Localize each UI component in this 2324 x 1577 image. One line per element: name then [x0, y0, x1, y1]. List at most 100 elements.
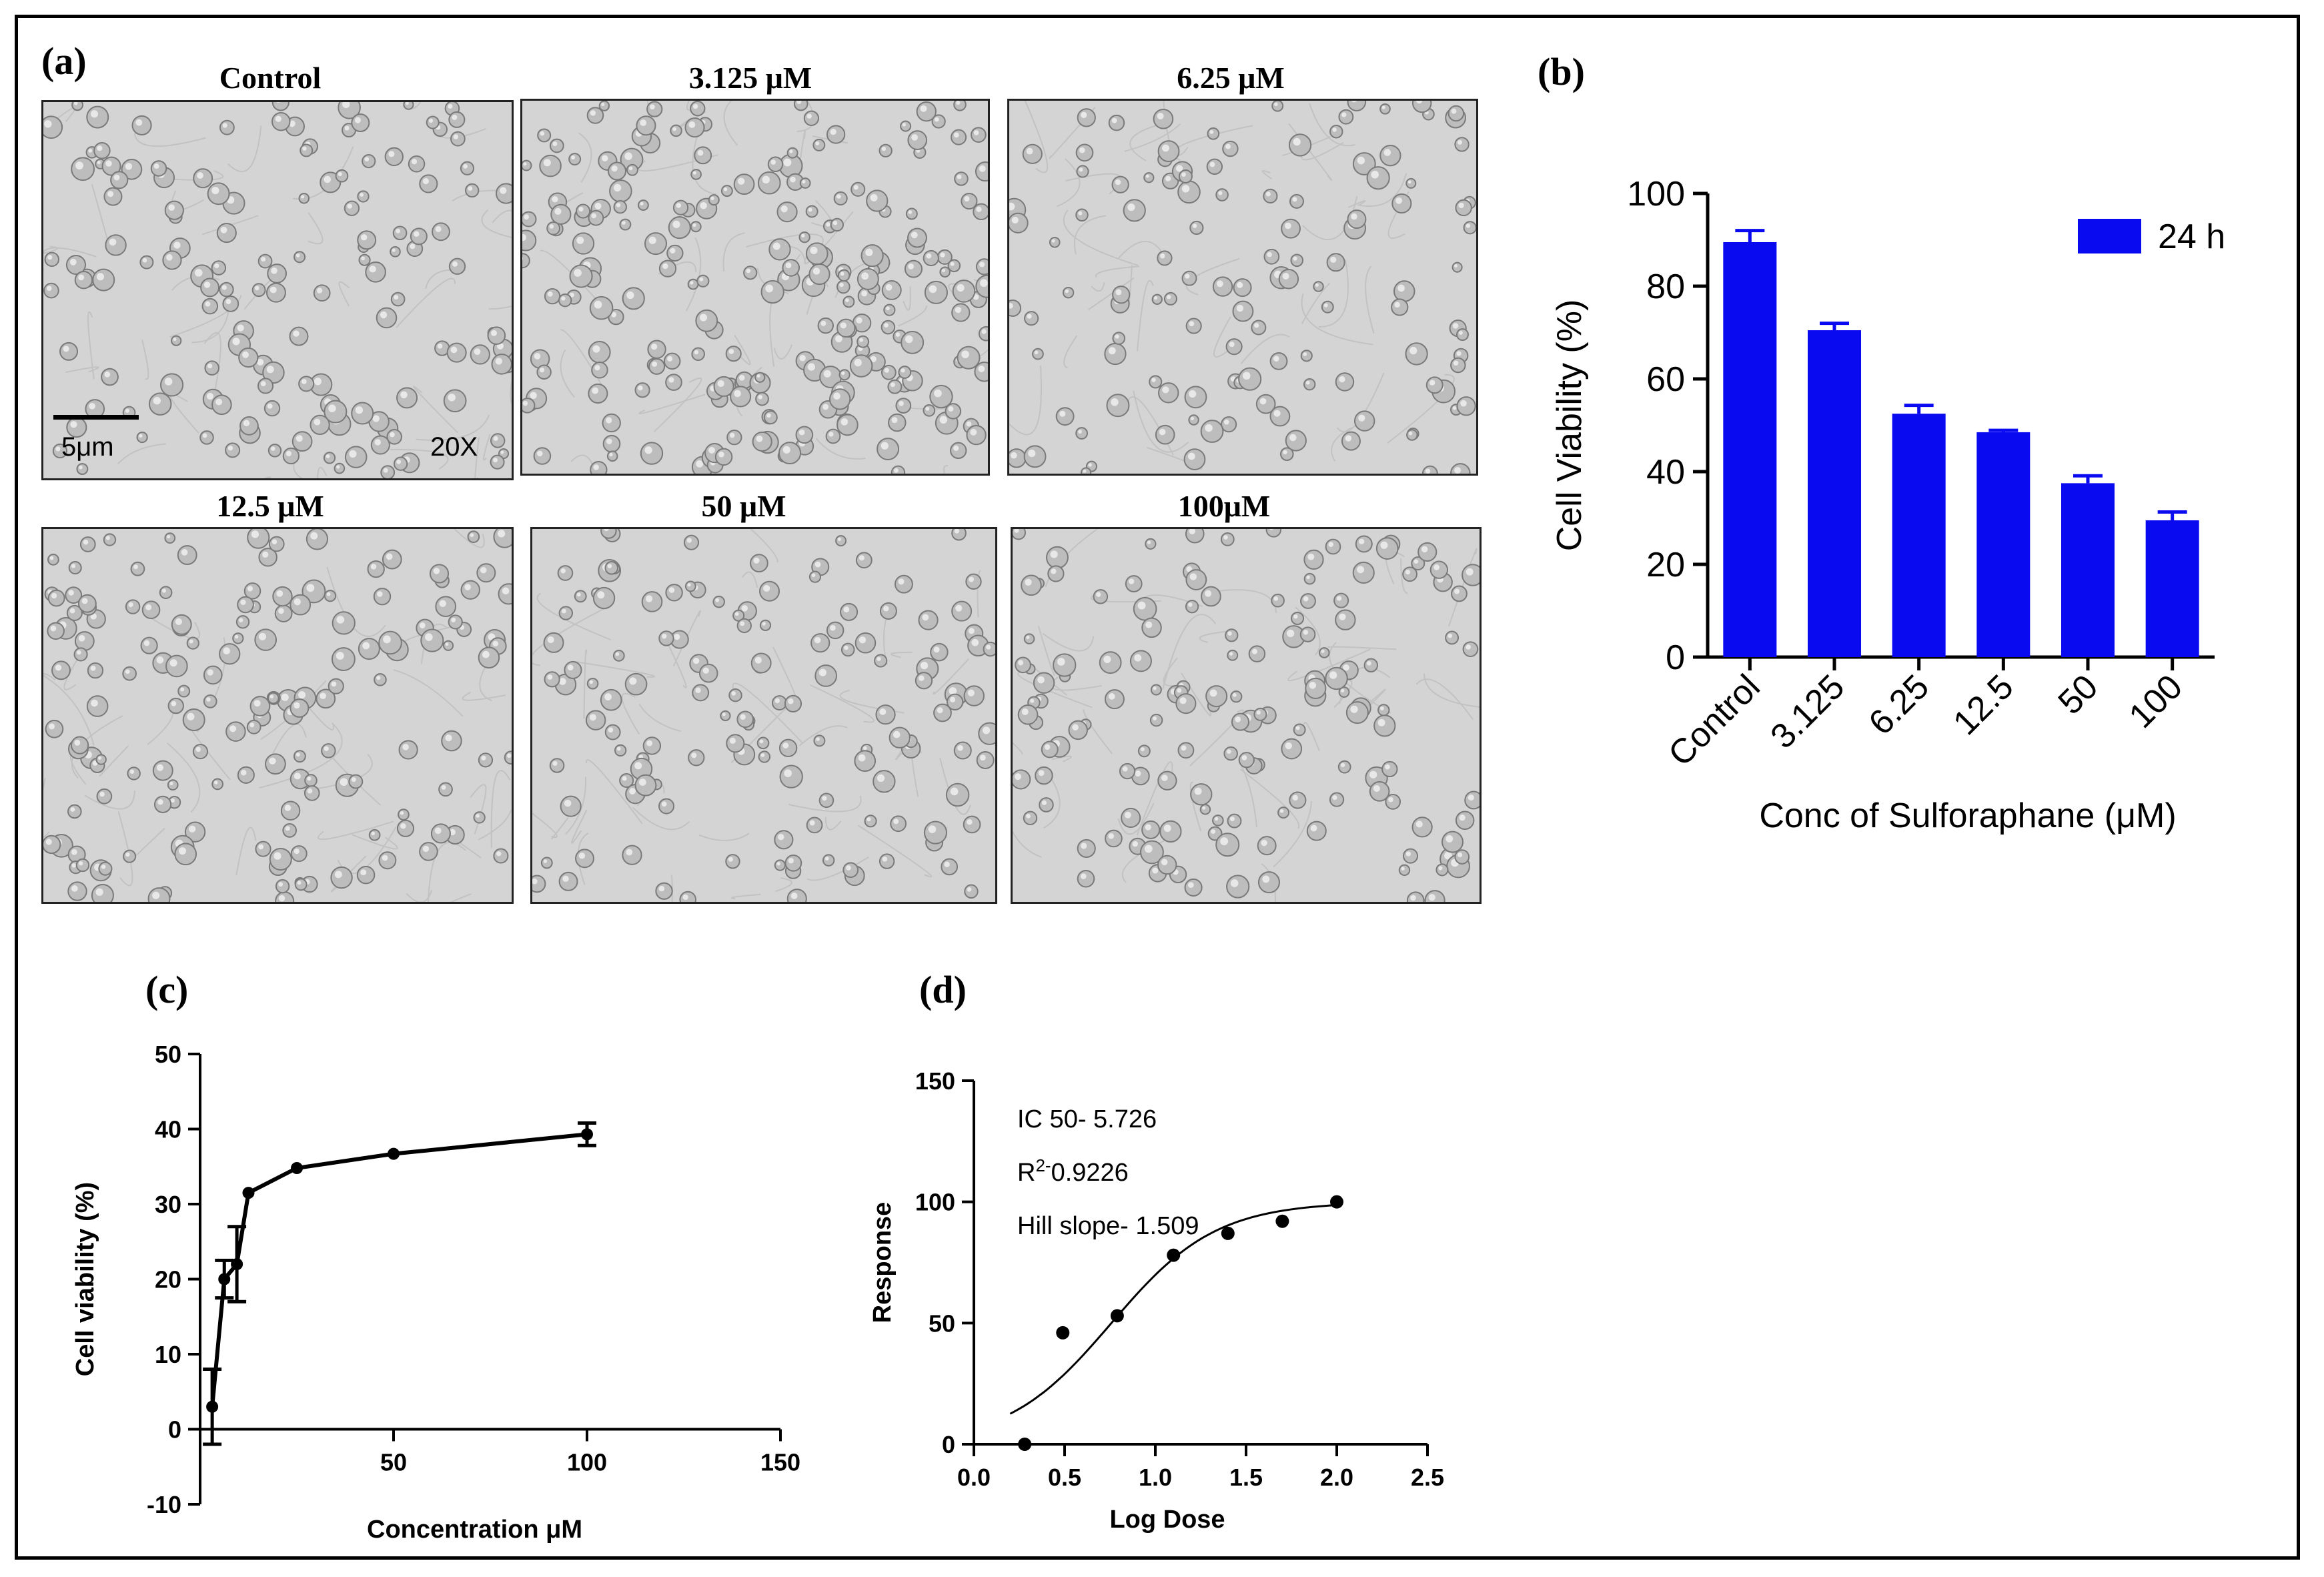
micrograph-cell-highlight	[1454, 467, 1462, 474]
micrograph-cell	[1177, 180, 1201, 204]
micrograph-fiber	[352, 834, 398, 850]
micrograph-cell	[86, 105, 109, 129]
micrograph-cell	[779, 764, 803, 788]
micrograph-cell-highlight	[1157, 112, 1164, 120]
micrograph-cell-highlight	[578, 207, 584, 212]
micrograph-cell	[1455, 199, 1472, 217]
micrograph-cell	[247, 529, 270, 549]
micrograph-cell	[235, 615, 250, 629]
micrograph-cell	[1023, 811, 1038, 826]
micrograph-title-3-125: 3.125 μM	[688, 61, 812, 95]
micrograph-cell	[131, 115, 152, 135]
micrograph-cell	[855, 552, 873, 569]
micrograph-cell-highlight	[1225, 143, 1231, 149]
micrograph-cell-highlight	[957, 744, 963, 751]
micrograph-cell	[177, 545, 197, 566]
micrograph-cell-highlight	[1350, 705, 1358, 713]
micrograph-cell	[856, 268, 879, 290]
micrograph-cell-highlight	[1339, 376, 1345, 383]
micrograph-cell-highlight	[812, 268, 820, 275]
micrograph-cell-highlight	[911, 134, 918, 141]
micrograph-cell	[1121, 807, 1141, 829]
micrograph-cell	[1337, 760, 1351, 774]
micrograph-cell-highlight	[788, 858, 794, 864]
micrograph-cell-highlight	[1445, 835, 1454, 843]
micrograph-cell	[622, 845, 642, 865]
micrograph-fiber	[43, 672, 56, 681]
micrograph-cell	[608, 161, 627, 181]
micrograph-cell	[726, 430, 742, 446]
micrograph-cell	[249, 696, 271, 716]
micrograph-cell	[879, 602, 897, 620]
micrograph-cell-highlight	[1152, 867, 1159, 874]
micrograph-cell-highlight	[470, 533, 474, 538]
micrograph-cell	[592, 586, 616, 610]
micrograph-cell	[328, 678, 344, 694]
micrograph-cell-highlight	[480, 566, 487, 574]
micrograph-cell-highlight	[129, 769, 135, 774]
micrograph-cell-highlight	[125, 852, 130, 857]
micrograph-title-6-25: 6.25 μM	[1177, 61, 1285, 95]
micrograph-cell-highlight	[674, 634, 680, 640]
micrograph-cell-highlight	[760, 753, 765, 757]
micrograph-cell-highlight	[1401, 867, 1405, 871]
micrograph-cell-highlight	[832, 220, 838, 225]
micrograph-cell-highlight	[1187, 882, 1194, 889]
micrograph-fiber	[1347, 200, 1366, 208]
micrograph-cell-highlight	[883, 606, 889, 612]
micrograph-cell-highlight	[316, 288, 323, 294]
micrograph-cell-highlight	[1179, 697, 1187, 704]
micrograph-cell-highlight	[954, 529, 960, 534]
micrograph-cell	[1306, 821, 1327, 841]
micrograph-cell	[1133, 596, 1157, 621]
micrograph-cell-highlight	[672, 127, 676, 131]
micrograph-cell-highlight	[125, 408, 129, 413]
micrograph-fiber	[1051, 755, 1072, 762]
micrograph-cell-highlight	[802, 179, 806, 183]
micrograph-cell-highlight	[905, 335, 913, 344]
micrograph-cell	[1201, 586, 1221, 607]
micrograph-cell	[298, 193, 310, 204]
micrograph-cell	[1205, 685, 1228, 708]
x-tick-label: 12.5	[1946, 667, 2021, 742]
micrograph-cell-highlight	[1227, 631, 1232, 636]
micrograph-cell	[733, 173, 755, 195]
micrograph-cell-highlight	[1028, 450, 1036, 458]
micrograph-cell-highlight	[1385, 764, 1390, 770]
micrograph-cell	[272, 586, 293, 607]
micrograph-cell-highlight	[271, 267, 277, 274]
micrograph-cell	[267, 444, 282, 458]
micrograph-cell	[957, 346, 981, 370]
micrograph-cell	[666, 244, 684, 262]
micrograph-cell	[373, 587, 392, 606]
micrograph-cell-highlight	[522, 400, 528, 406]
micrograph-cell-highlight	[981, 329, 987, 334]
micrograph-cell	[1023, 633, 1035, 644]
micrograph-cell-highlight	[377, 591, 383, 597]
micrograph-cell-highlight	[70, 807, 75, 812]
micrograph-cell	[140, 636, 158, 654]
micrograph-cell-highlight	[746, 268, 751, 274]
micrograph-cell	[392, 225, 408, 241]
magnification-label: 20X	[430, 432, 478, 462]
micrograph-cell	[476, 563, 496, 583]
micrograph-cell	[1329, 792, 1345, 807]
micrograph-fiber	[169, 393, 199, 434]
micrograph-cell	[1299, 626, 1316, 642]
micrograph-cell	[165, 654, 188, 678]
micrograph-cell-highlight	[877, 774, 885, 782]
micrograph-cell-highlight	[276, 102, 280, 103]
micrograph-cell-highlight	[207, 363, 213, 369]
micrograph-cell	[1032, 348, 1044, 360]
micrograph-cell-highlight	[1358, 538, 1365, 545]
micrograph-fiber	[1357, 173, 1407, 207]
micrograph-cell-highlight	[640, 201, 644, 205]
micrograph-cell	[622, 287, 645, 310]
micrograph-cell	[918, 610, 939, 630]
micrograph-cell	[1279, 447, 1294, 461]
micrograph-cell	[604, 561, 619, 575]
micrograph-cell	[201, 298, 219, 315]
micrograph-cell	[164, 532, 176, 544]
micrograph-cell-highlight	[722, 712, 726, 716]
micrograph-cell-highlight	[371, 831, 376, 836]
